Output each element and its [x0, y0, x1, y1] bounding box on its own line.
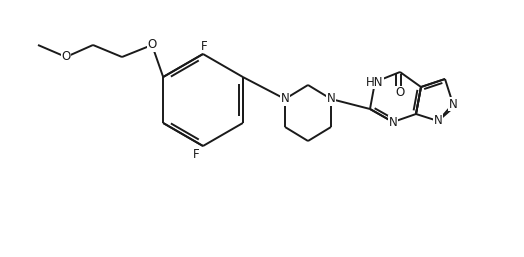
Text: O: O [396, 87, 405, 99]
Text: F: F [193, 148, 199, 161]
Text: N: N [434, 115, 442, 127]
Text: N: N [326, 93, 335, 106]
Text: F: F [201, 40, 208, 52]
Text: N: N [389, 115, 397, 128]
Text: N: N [449, 97, 457, 111]
Text: O: O [147, 39, 157, 51]
Text: HN: HN [366, 76, 384, 88]
Text: O: O [61, 50, 71, 63]
Text: N: N [281, 93, 289, 106]
